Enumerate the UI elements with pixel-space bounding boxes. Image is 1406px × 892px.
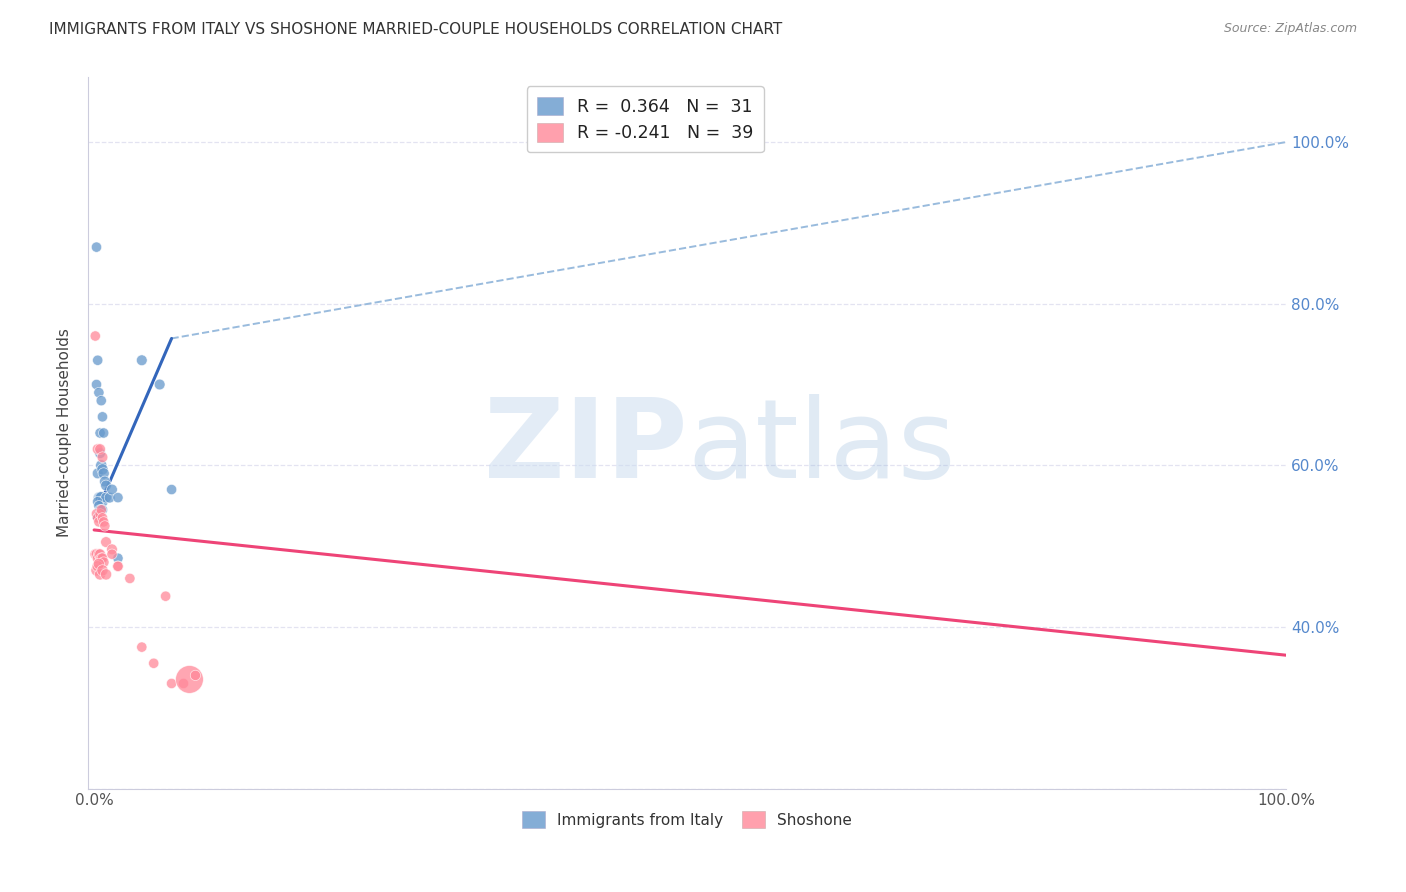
Point (107, 559, 129, 574)
Point (86, 563, 108, 577)
Point (118, 571, 141, 585)
Point (155, 589, 177, 603)
Point (86, 507, 108, 521)
Point (90, 551, 112, 566)
Text: ZIP: ZIP (484, 393, 688, 500)
Point (107, 559, 129, 574)
Point (86, 240, 108, 254)
Point (98, 491, 121, 505)
Point (94, 491, 117, 505)
Point (173, 676, 195, 690)
Point (91, 511, 114, 525)
Point (86, 353, 108, 368)
Point (87, 557, 110, 571)
Point (149, 377, 172, 392)
Point (89, 491, 111, 505)
Point (90, 393, 112, 408)
Point (86, 467, 108, 481)
Point (89, 502, 111, 516)
Point (89, 442, 111, 457)
Point (107, 551, 129, 566)
Point (91, 409, 114, 424)
Point (94, 519, 117, 533)
Point (90, 458, 112, 473)
Point (89, 567, 111, 582)
Point (131, 353, 153, 368)
Point (91, 563, 114, 577)
Point (87, 547, 110, 561)
Point (101, 542, 124, 557)
Point (89, 446, 111, 460)
Point (87, 515, 110, 529)
Point (94, 478, 117, 492)
Point (91, 494, 114, 508)
Point (91, 502, 114, 516)
Point (91, 462, 114, 476)
Point (86, 511, 108, 525)
Point (87, 499, 110, 513)
Point (94, 567, 117, 582)
Point (91, 551, 114, 566)
Point (93, 467, 115, 481)
Point (84, 329, 107, 343)
Point (101, 483, 124, 497)
Point (93, 515, 115, 529)
Point (86, 377, 108, 392)
Point (93, 555, 115, 569)
Point (160, 676, 183, 690)
Point (84, 547, 107, 561)
Point (94, 475, 117, 489)
Point (91, 450, 114, 465)
Point (160, 483, 183, 497)
Point (87, 491, 110, 505)
Point (179, 673, 201, 687)
Point (86, 547, 108, 561)
Point (131, 640, 153, 654)
Point (89, 425, 111, 440)
Point (107, 491, 129, 505)
Y-axis label: Married-couple Households: Married-couple Households (58, 328, 72, 537)
Text: IMMIGRANTS FROM ITALY VS SHOSHONE MARRIED-COUPLE HOUSEHOLDS CORRELATION CHART: IMMIGRANTS FROM ITALY VS SHOSHONE MARRIE… (49, 22, 783, 37)
Point (142, 657, 165, 671)
Point (93, 425, 115, 440)
Point (90, 491, 112, 505)
Point (86, 494, 108, 508)
Point (184, 668, 207, 682)
Point (86, 442, 108, 457)
Point (86, 551, 108, 566)
Point (101, 547, 124, 561)
Point (89, 547, 111, 561)
Text: atlas: atlas (688, 393, 956, 500)
Point (90, 502, 112, 516)
Point (89, 507, 111, 521)
Text: Source: ZipAtlas.com: Source: ZipAtlas.com (1223, 22, 1357, 36)
Point (87, 385, 110, 400)
Legend: Immigrants from Italy, Shoshone: Immigrants from Italy, Shoshone (516, 805, 858, 834)
Point (86, 559, 108, 574)
Point (94, 535, 117, 549)
